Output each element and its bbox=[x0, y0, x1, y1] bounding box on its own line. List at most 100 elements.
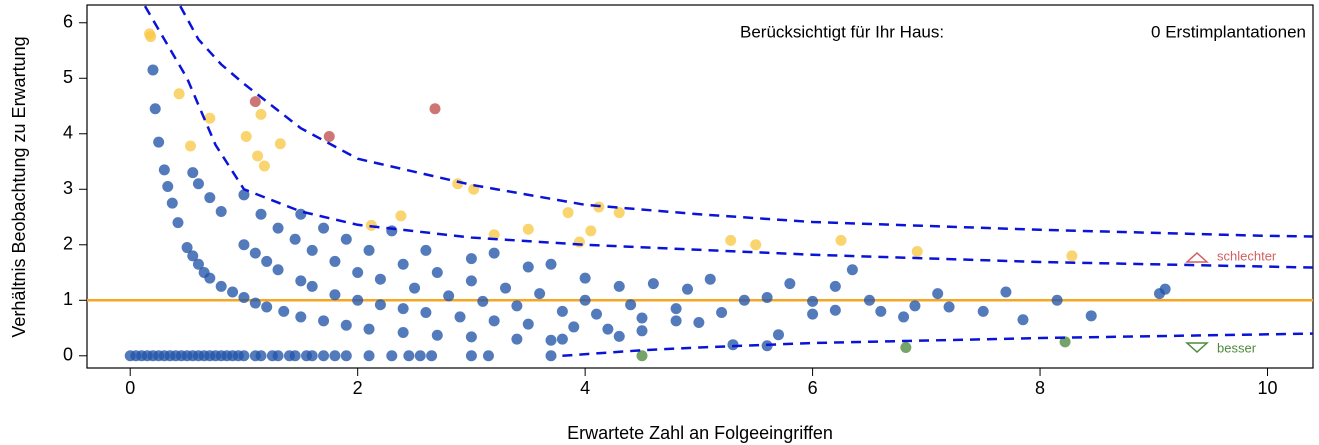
x-tick-label: 2 bbox=[353, 378, 363, 398]
point bbox=[187, 250, 199, 262]
point bbox=[522, 318, 534, 330]
point bbox=[238, 239, 250, 251]
point bbox=[1017, 314, 1029, 326]
point bbox=[556, 333, 568, 345]
point bbox=[153, 136, 165, 148]
point bbox=[511, 333, 523, 345]
point bbox=[625, 299, 637, 311]
point bbox=[863, 294, 875, 306]
limit-line bbox=[562, 332, 1313, 358]
point bbox=[613, 330, 625, 342]
point bbox=[258, 160, 270, 172]
point bbox=[329, 289, 341, 301]
point bbox=[1066, 250, 1078, 262]
point bbox=[145, 31, 157, 43]
point bbox=[693, 316, 705, 328]
point bbox=[204, 272, 216, 284]
point bbox=[318, 315, 330, 327]
point bbox=[534, 288, 546, 300]
point bbox=[395, 210, 407, 222]
worse-marker bbox=[1185, 251, 1209, 263]
x-axis-label: Erwartete Zahl an Folgeeingriffen bbox=[567, 423, 833, 443]
point bbox=[374, 273, 386, 285]
point bbox=[807, 308, 819, 320]
point bbox=[477, 295, 489, 307]
point bbox=[835, 234, 847, 246]
point bbox=[1059, 336, 1071, 348]
point bbox=[636, 312, 648, 324]
point bbox=[374, 299, 386, 311]
point bbox=[249, 247, 261, 259]
point bbox=[255, 350, 267, 362]
point bbox=[272, 350, 284, 362]
point bbox=[323, 131, 335, 143]
point bbox=[318, 350, 330, 362]
point bbox=[431, 329, 443, 341]
point bbox=[465, 331, 477, 343]
point bbox=[898, 311, 910, 323]
x-tick-label: 8 bbox=[1035, 378, 1045, 398]
point bbox=[585, 225, 597, 237]
point bbox=[181, 242, 193, 254]
point bbox=[261, 255, 273, 267]
point bbox=[192, 258, 204, 270]
point bbox=[166, 197, 178, 209]
point bbox=[352, 267, 364, 279]
point bbox=[278, 305, 290, 317]
y-tick-label: 4 bbox=[63, 123, 73, 143]
y-tick-label: 0 bbox=[63, 345, 73, 365]
better-marker bbox=[1185, 342, 1209, 354]
point bbox=[318, 222, 330, 234]
point bbox=[977, 305, 989, 317]
point bbox=[363, 350, 375, 362]
point bbox=[403, 350, 415, 362]
point bbox=[249, 297, 261, 309]
better-label: besser bbox=[1217, 340, 1257, 355]
point bbox=[454, 311, 466, 323]
y-axis-label: Verhältnis Beobachtung zu Erwartung bbox=[9, 36, 29, 337]
point bbox=[147, 64, 159, 76]
point bbox=[420, 306, 432, 318]
point bbox=[573, 236, 585, 248]
point bbox=[911, 245, 923, 257]
point bbox=[932, 288, 944, 300]
point bbox=[602, 323, 614, 335]
point bbox=[613, 207, 625, 219]
point bbox=[465, 275, 477, 287]
point bbox=[1085, 310, 1097, 322]
point bbox=[943, 301, 955, 313]
point bbox=[386, 350, 398, 362]
point bbox=[240, 131, 252, 143]
point bbox=[227, 286, 239, 298]
point bbox=[431, 267, 443, 279]
point bbox=[204, 192, 216, 204]
point bbox=[545, 350, 557, 362]
x-tick-label: 10 bbox=[1257, 378, 1277, 398]
point bbox=[414, 350, 426, 362]
point bbox=[522, 223, 534, 235]
point bbox=[329, 350, 341, 362]
point bbox=[255, 208, 267, 220]
point bbox=[192, 178, 204, 190]
point bbox=[272, 264, 284, 276]
point bbox=[306, 244, 318, 256]
point bbox=[306, 280, 318, 292]
point bbox=[784, 278, 796, 290]
point bbox=[716, 306, 728, 318]
point bbox=[727, 339, 739, 351]
point bbox=[215, 280, 227, 292]
point bbox=[295, 311, 307, 323]
point bbox=[591, 308, 603, 320]
point bbox=[295, 275, 307, 287]
point bbox=[829, 304, 841, 316]
point bbox=[807, 295, 819, 307]
point bbox=[725, 234, 737, 246]
point bbox=[409, 282, 421, 294]
point bbox=[846, 264, 858, 276]
point bbox=[488, 247, 500, 259]
limit-line bbox=[143, 5, 1313, 269]
point bbox=[465, 350, 477, 362]
point bbox=[909, 300, 921, 312]
worse-label: schlechter bbox=[1217, 248, 1277, 263]
